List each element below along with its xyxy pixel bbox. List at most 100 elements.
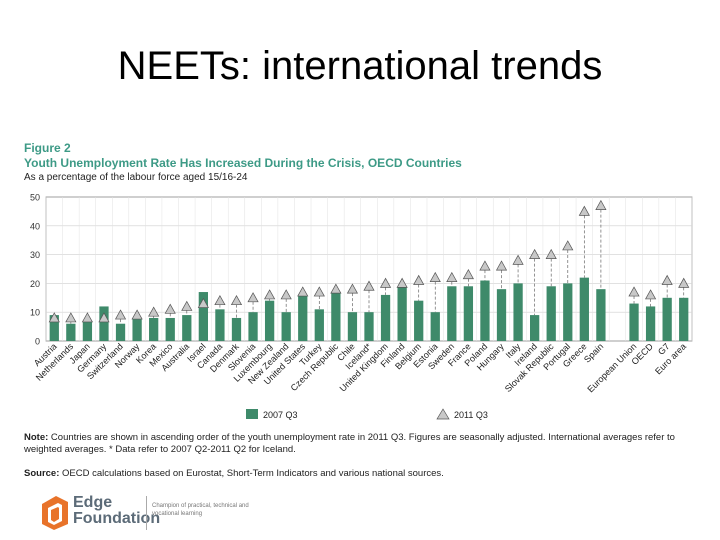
marker-2011-q3 bbox=[644, 289, 657, 300]
bar-2007-q3 bbox=[49, 315, 59, 341]
marker-2011-q3 bbox=[446, 271, 458, 282]
marker-2011-q3 bbox=[578, 205, 590, 216]
marker-2011-q3 bbox=[562, 240, 574, 251]
bar-2007-q3 bbox=[397, 286, 407, 341]
bar-2007-q3 bbox=[182, 315, 192, 341]
marker-2011-q3 bbox=[214, 294, 226, 306]
y-tick-label: 50 bbox=[30, 193, 40, 203]
bar-2007-q3 bbox=[596, 289, 606, 341]
slide-title: NEETs: international trends bbox=[117, 44, 603, 88]
marker-2011-q3 bbox=[396, 277, 408, 288]
bar-2007-q3 bbox=[579, 277, 589, 341]
bar-2007-q3 bbox=[165, 317, 175, 341]
logo-divider bbox=[146, 496, 147, 530]
marker-2011-q3 bbox=[114, 309, 127, 320]
note-text: Countries are shown in ascending order o… bbox=[24, 432, 675, 455]
marker-2011-q3 bbox=[48, 312, 60, 323]
marker-2011-q3 bbox=[678, 277, 690, 288]
marker-2011-q3 bbox=[529, 248, 541, 259]
bar-2007-q3 bbox=[414, 300, 424, 341]
y-tick-label: 40 bbox=[30, 221, 40, 231]
bar-2007-q3 bbox=[215, 309, 225, 341]
bar-2007-q3 bbox=[314, 309, 324, 341]
marker-2011-q3 bbox=[98, 312, 110, 323]
marker-2011-q3 bbox=[413, 274, 425, 285]
edge-logo-icon bbox=[42, 496, 68, 530]
bar-2007-q3 bbox=[380, 294, 391, 341]
bar-2007-q3 bbox=[198, 292, 208, 341]
marker-2011-q3 bbox=[181, 300, 193, 311]
marker-2011-q3 bbox=[164, 303, 176, 314]
marker-2011-q3 bbox=[363, 280, 375, 291]
bar-2007-q3 bbox=[149, 317, 159, 341]
marker-2011-q3 bbox=[313, 286, 325, 297]
bar-2007-q3 bbox=[530, 315, 540, 341]
chart-note: Note: Countries are shown in ascending o… bbox=[24, 432, 704, 456]
marker-2011-q3 bbox=[479, 260, 491, 271]
bar-2007-q3 bbox=[563, 283, 573, 341]
bar-2007-q3 bbox=[629, 303, 639, 341]
marker-2011-q3 bbox=[247, 292, 259, 303]
logo-text-edge: Edge bbox=[73, 494, 113, 511]
chart-source: Source: OECD calculations based on Euros… bbox=[24, 468, 704, 480]
bar-2007-q3 bbox=[99, 306, 109, 341]
bar-2007-q3 bbox=[679, 297, 689, 341]
bar-2007-q3 bbox=[496, 289, 507, 341]
bar-2007-q3 bbox=[132, 317, 142, 341]
marker-2011-q3 bbox=[346, 283, 359, 294]
bar-2007-q3 bbox=[82, 320, 93, 341]
marker-2011-q3 bbox=[131, 309, 143, 320]
marker-2011-q3 bbox=[230, 294, 243, 306]
marker-2011-q3 bbox=[280, 289, 292, 300]
marker-2011-q3 bbox=[330, 283, 342, 294]
marker-2011-q3 bbox=[462, 269, 474, 280]
bar-2007-q3 bbox=[331, 292, 341, 341]
marker-2011-q3 bbox=[512, 254, 524, 265]
marker-2011-q3 bbox=[661, 274, 673, 285]
figure-label: Figure 2 bbox=[24, 141, 71, 155]
legend-label-2011-q3: 2011 Q3 bbox=[454, 410, 488, 420]
marker-2011-q3 bbox=[628, 286, 640, 297]
logo-tagline: Champion of practical, technical and voc… bbox=[152, 503, 249, 517]
figure-title: Youth Unemployment Rate Has Increased Du… bbox=[24, 156, 462, 170]
bar-2007-q3 bbox=[662, 297, 672, 341]
bar-2007-q3 bbox=[645, 306, 656, 341]
bar-2007-q3 bbox=[463, 286, 474, 341]
bar-2007-q3 bbox=[347, 312, 358, 341]
logo-text-foundation: Foundation bbox=[73, 510, 161, 527]
bar-2007-q3 bbox=[513, 283, 523, 341]
source-text: OECD calculations based on Eurostat, Sho… bbox=[62, 468, 444, 479]
bar-2007-q3 bbox=[248, 312, 258, 341]
bar-2007-q3 bbox=[231, 317, 242, 341]
legend-label-2007-q3: 2007 Q3 bbox=[263, 410, 298, 420]
bar-2007-q3 bbox=[264, 300, 275, 341]
marker-2011-q3 bbox=[297, 286, 309, 297]
source-label: Source: bbox=[24, 468, 60, 479]
marker-2011-q3 bbox=[65, 312, 77, 323]
marker-2011-q3 bbox=[148, 306, 160, 317]
y-tick-label: 0 bbox=[35, 337, 40, 347]
marker-2011-q3 bbox=[595, 199, 607, 210]
marker-2011-q3 bbox=[197, 297, 209, 308]
marker-2011-q3 bbox=[495, 260, 508, 271]
marker-2011-q3 bbox=[429, 271, 441, 282]
bar-2007-q3 bbox=[546, 286, 556, 341]
y-tick-label: 20 bbox=[30, 279, 40, 289]
marker-2011-q3 bbox=[81, 312, 94, 323]
marker-2011-q3 bbox=[545, 248, 557, 259]
y-tick-label: 10 bbox=[30, 308, 40, 318]
bar-2007-q3 bbox=[66, 323, 76, 341]
bar-2007-q3 bbox=[298, 294, 308, 341]
bar-2007-q3 bbox=[115, 323, 126, 341]
bar-2007-q3 bbox=[447, 286, 457, 341]
bar-2007-q3 bbox=[430, 312, 440, 341]
note-label: Note: bbox=[24, 432, 49, 443]
bar-2007-q3 bbox=[281, 312, 291, 341]
legend-swatch-2007-q3 bbox=[246, 409, 258, 419]
bar-2007-q3 bbox=[364, 312, 374, 341]
youth-unemployment-chart: 01020304050AustriaNetherlandsJapanGerman… bbox=[30, 193, 693, 420]
x-tick-label: Spain bbox=[582, 341, 605, 364]
marker-2011-q3 bbox=[264, 289, 276, 300]
bar-2007-q3 bbox=[480, 280, 490, 341]
legend-swatch-2011-q3 bbox=[436, 408, 450, 420]
